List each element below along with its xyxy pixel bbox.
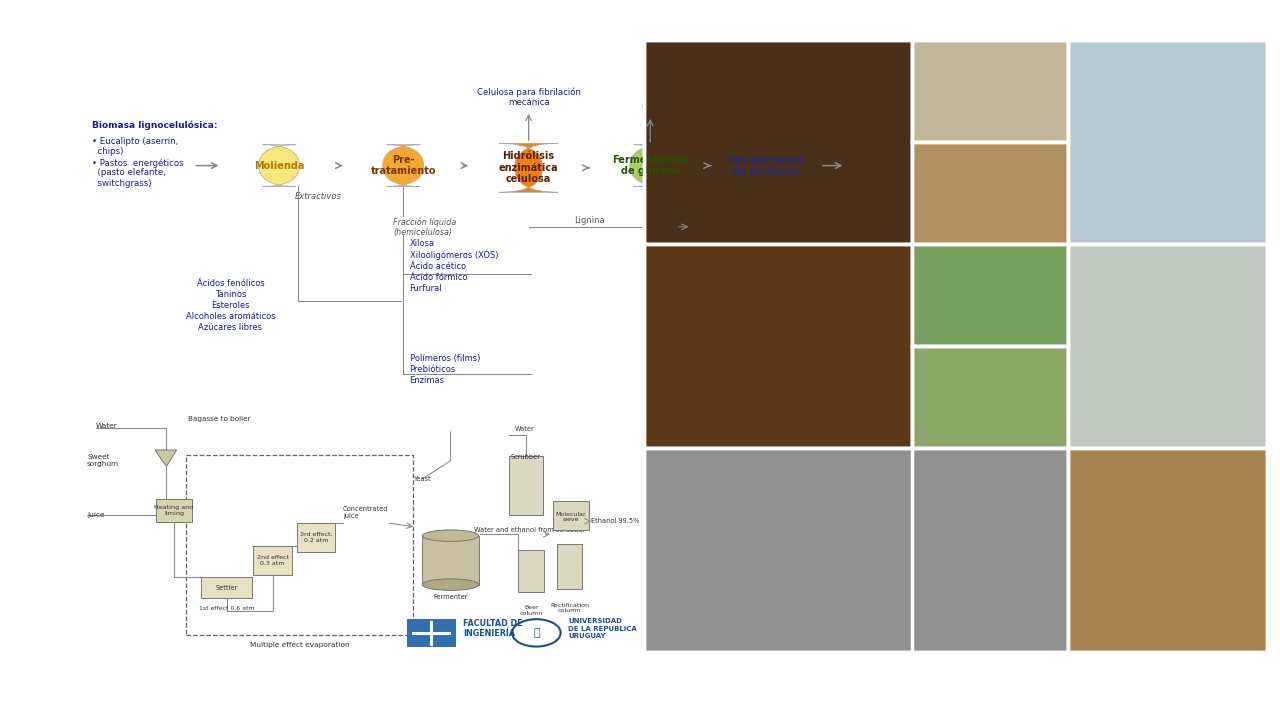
Text: Concentrated
juice: Concentrated juice bbox=[343, 506, 389, 519]
Text: Heating and
liming: Heating and liming bbox=[155, 505, 193, 516]
Bar bbox=[201, 577, 252, 598]
Text: Etanol
Butanol
Acetona
Isopropanol
Ácido láctico
Carotenoides
(zeaxantina,
astax: Etanol Butanol Acetona Isopropanol Ácido… bbox=[850, 131, 908, 217]
Text: Lignina: Lignina bbox=[575, 216, 604, 225]
Text: Biomasa lignocelulósica:: Biomasa lignocelulósica: bbox=[92, 120, 218, 130]
Bar bbox=[1069, 243, 1267, 448]
Text: Multiple effect evaporation: Multiple effect evaporation bbox=[250, 642, 349, 648]
Bar bbox=[911, 243, 1069, 346]
Text: Fracción líquida
(hemicelulosa): Fracción líquida (hemicelulosa) bbox=[393, 217, 456, 238]
Text: Scrubber: Scrubber bbox=[511, 454, 541, 459]
Bar bbox=[557, 544, 582, 589]
Text: Molienda: Molienda bbox=[253, 161, 305, 171]
Text: Polímeros (films)
Prebióticos
Enzimas: Polímeros (films) Prebióticos Enzimas bbox=[410, 354, 480, 385]
Bar bbox=[422, 536, 479, 585]
Text: Settler: Settler bbox=[215, 585, 238, 590]
Text: Sweet
sorghum: Sweet sorghum bbox=[87, 454, 119, 467]
Text: Water: Water bbox=[515, 426, 535, 432]
Text: chips): chips) bbox=[92, 147, 124, 156]
Text: • Eucalipto (aserrín,: • Eucalipto (aserrín, bbox=[92, 137, 178, 145]
Text: 2nd effect
0.3 atm: 2nd effect 0.3 atm bbox=[256, 554, 289, 566]
Text: (pasto elefante,: (pasto elefante, bbox=[92, 168, 166, 177]
Text: Xilosa
Xilooligómeros (XOS)
Ácido acético
Ácido fórmico
Furfural: Xilosa Xilooligómeros (XOS) Ácido acétic… bbox=[410, 239, 498, 293]
Bar bbox=[553, 501, 589, 530]
Text: Bagasse to boiler: Bagasse to boiler bbox=[188, 416, 251, 422]
Text: Water and ethanol from scrubber: Water and ethanol from scrubber bbox=[474, 527, 585, 533]
FancyBboxPatch shape bbox=[745, 145, 786, 186]
Text: Rectification
column: Rectification column bbox=[550, 603, 589, 613]
Bar bbox=[1069, 448, 1267, 652]
Text: Molecular
sieve: Molecular sieve bbox=[556, 511, 586, 523]
Bar bbox=[407, 619, 456, 647]
Text: Ethanol 99.5%: Ethanol 99.5% bbox=[591, 518, 640, 524]
Text: Pre-
tratamiento: Pre- tratamiento bbox=[370, 155, 436, 176]
Bar bbox=[644, 448, 1069, 652]
FancyBboxPatch shape bbox=[383, 145, 424, 186]
Text: CO₂: CO₂ bbox=[641, 103, 659, 112]
Bar bbox=[911, 346, 1069, 448]
Bar bbox=[644, 40, 911, 243]
Text: 3rd effect,
0.2 atm: 3rd effect, 0.2 atm bbox=[300, 531, 333, 543]
Text: FACULTAD DE
INGENIERÍA: FACULTAD DE INGENIERÍA bbox=[463, 619, 522, 638]
Ellipse shape bbox=[422, 530, 479, 541]
Polygon shape bbox=[155, 450, 177, 467]
Text: Yeast: Yeast bbox=[413, 477, 431, 482]
Bar bbox=[911, 40, 1069, 142]
Ellipse shape bbox=[422, 579, 479, 590]
Bar bbox=[644, 243, 911, 448]
Text: Fermentación
de glucosa: Fermentación de glucosa bbox=[613, 155, 687, 176]
Text: Extractivos: Extractivos bbox=[294, 192, 342, 201]
Bar bbox=[911, 142, 1069, 243]
Text: switchgrass): switchgrass) bbox=[92, 179, 151, 187]
Text: Celulosa para fibrilación
mecánica: Celulosa para fibrilación mecánica bbox=[476, 87, 581, 107]
Text: 1st effect 0.6 atm: 1st effect 0.6 atm bbox=[198, 606, 255, 611]
FancyBboxPatch shape bbox=[630, 145, 671, 186]
Bar bbox=[509, 456, 543, 515]
Bar bbox=[297, 523, 335, 552]
FancyBboxPatch shape bbox=[259, 145, 300, 186]
Text: Fermenter: Fermenter bbox=[434, 594, 467, 600]
FancyBboxPatch shape bbox=[499, 143, 558, 192]
Text: Ácidos fenólicos
Taninos
Esteroles
Alcoholes aromáticos
Azúcares libres: Ácidos fenólicos Taninos Esteroles Alcoh… bbox=[186, 279, 275, 332]
Bar bbox=[186, 455, 413, 635]
Bar bbox=[518, 550, 544, 592]
Text: Juice: Juice bbox=[87, 512, 105, 518]
Text: Etanol
Butanol
Ácido láctico  →  Ácido poliláctico (PLA)
Xilitol: Etanol Butanol Ácido láctico → Ácido pol… bbox=[676, 270, 840, 314]
Text: Water: Water bbox=[96, 423, 118, 429]
Text: Fenoles
Aromáticos
Potencia, calor/vapor, electricidad: Fenoles Aromáticos Potencia, calor/vapor… bbox=[694, 220, 837, 251]
Text: • Pastos  energéticos: • Pastos energéticos bbox=[92, 158, 184, 168]
Bar bbox=[1069, 40, 1267, 243]
Text: ⛪: ⛪ bbox=[532, 628, 540, 638]
Bar bbox=[253, 546, 292, 575]
Text: Beer
column: Beer column bbox=[520, 605, 543, 616]
Text: Recuperación
de producto: Recuperación de producto bbox=[728, 155, 803, 176]
Bar bbox=[156, 499, 192, 522]
Text: UNIVERSIDAD
DE LA REPÚBLICA
URUGUAY: UNIVERSIDAD DE LA REPÚBLICA URUGUAY bbox=[568, 618, 637, 639]
Text: Hidrólisis
enzimática
celulosa: Hidrólisis enzimática celulosa bbox=[499, 151, 558, 184]
